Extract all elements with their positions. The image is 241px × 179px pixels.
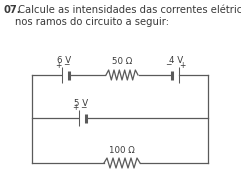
Text: 50 Ω: 50 Ω bbox=[112, 57, 132, 66]
Text: −: − bbox=[63, 61, 69, 69]
Text: Calcule as intensidades das correntes elétricas
nos ramos do circuito a seguir:: Calcule as intensidades das correntes el… bbox=[15, 5, 241, 27]
Text: +: + bbox=[179, 61, 185, 69]
Text: 07.: 07. bbox=[3, 5, 21, 15]
Text: −: − bbox=[80, 103, 86, 112]
Text: +: + bbox=[72, 103, 78, 112]
Text: −: − bbox=[165, 61, 171, 69]
Text: 4 V: 4 V bbox=[169, 56, 183, 65]
Text: 5 V: 5 V bbox=[74, 99, 88, 108]
Text: 6 V: 6 V bbox=[57, 56, 71, 65]
Text: +: + bbox=[55, 61, 61, 69]
Text: 100 Ω: 100 Ω bbox=[109, 146, 135, 155]
